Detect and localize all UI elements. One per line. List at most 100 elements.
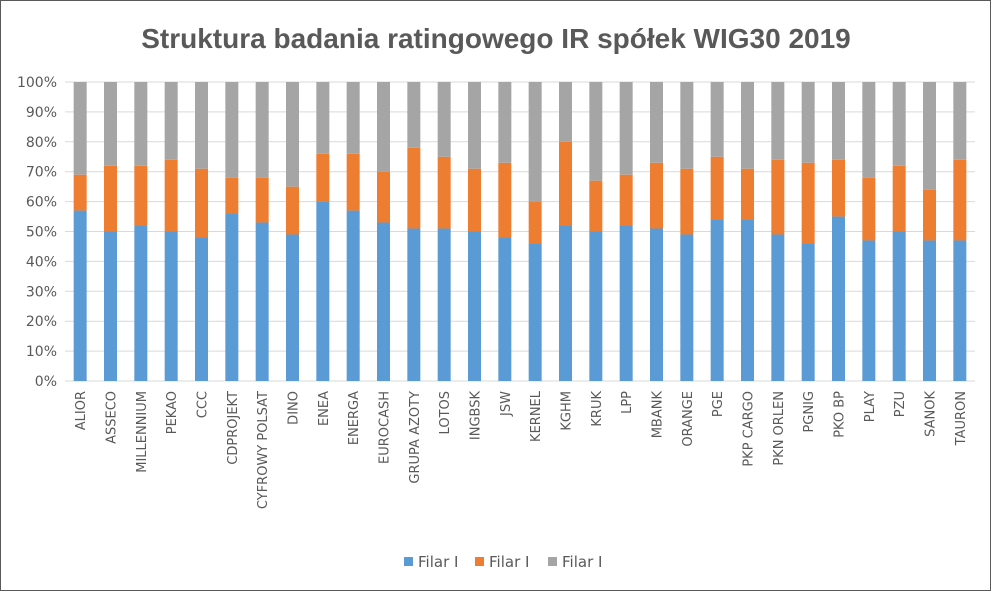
- x-tick-label: PKP CARGO: [742, 391, 757, 467]
- bar-segment: [286, 186, 299, 235]
- y-tick-label: 10%: [26, 344, 57, 360]
- bar-segment: [73, 174, 87, 211]
- bar-segment: [559, 225, 572, 381]
- bar-segment: [559, 141, 572, 226]
- bars: [73, 82, 967, 381]
- bar-segment: [195, 82, 208, 169]
- bar-segment: [801, 82, 815, 163]
- bar-segment: [316, 153, 330, 202]
- bar-segment: [801, 243, 815, 381]
- bar-segment: [862, 177, 876, 241]
- bar-segment: [741, 219, 754, 381]
- bar-segment: [377, 171, 390, 223]
- x-tick-label: SANOK: [924, 391, 939, 437]
- y-tick-label: 30%: [26, 284, 57, 300]
- bar-segment: [377, 222, 390, 381]
- bar-segment: [741, 82, 754, 169]
- bar-segment: [801, 162, 815, 244]
- y-tick-label: 90%: [26, 105, 57, 121]
- x-tick-label: MILLENNIUM: [135, 391, 150, 473]
- x-tick-label: GRUPA AZOTY: [408, 391, 423, 484]
- bar-segment: [680, 82, 694, 169]
- bar-segment: [286, 82, 299, 187]
- bar-segment: [650, 82, 663, 163]
- bar-segment: [923, 82, 936, 190]
- bar-segment: [134, 165, 148, 226]
- bar-segment: [255, 177, 269, 223]
- bar-segment: [437, 156, 451, 229]
- x-tick-label: ORANGE: [681, 391, 696, 447]
- bar-segment: [104, 231, 117, 381]
- bar-segment: [225, 82, 239, 178]
- x-axis-ticks: ALIOR ASSECO MILLENNIUM PEKAO CCC CDPROJEKT CY…: [74, 390, 969, 509]
- bar-segment: [832, 216, 845, 381]
- x-tick-label: MBANK: [651, 391, 666, 439]
- bar-segment: [164, 82, 178, 160]
- bar-segment: [923, 240, 936, 381]
- bar-segment: [437, 228, 451, 381]
- x-tick-label: PGNIG: [802, 391, 817, 433]
- x-tick-label: INGBSK: [469, 391, 484, 441]
- bar-segment: [710, 156, 724, 220]
- x-tick-label: CCC: [196, 391, 211, 418]
- x-tick-label: PKO BP: [833, 391, 848, 438]
- bar-segment: [498, 82, 512, 163]
- bar-segment: [498, 237, 512, 381]
- bar-segment: [771, 234, 785, 381]
- bar-segment: [892, 165, 906, 232]
- y-tick-label: 70%: [26, 165, 57, 181]
- bar-segment: [498, 162, 512, 238]
- bar-segment: [953, 82, 967, 160]
- y-tick-label: 80%: [26, 135, 57, 151]
- legend-label: Filar I: [489, 553, 529, 571]
- bar-segment: [892, 82, 906, 166]
- x-tick-label: ALIOR: [74, 391, 89, 430]
- bar-segment: [953, 240, 967, 381]
- bar-segment: [589, 82, 603, 181]
- bar-segment: [528, 201, 542, 244]
- bar-segment: [73, 210, 87, 381]
- bar-segment: [710, 219, 724, 381]
- bar-segment: [407, 228, 421, 381]
- bar-segment: [589, 180, 603, 232]
- x-tick-label: ENEA: [317, 391, 332, 426]
- bar-segment: [316, 82, 330, 154]
- bar-segment: [377, 82, 390, 172]
- bar-segment: [225, 177, 239, 214]
- y-tick-label: 0%: [35, 374, 57, 390]
- bar-segment: [104, 165, 117, 232]
- bar-segment: [346, 210, 360, 381]
- bar-segment: [134, 225, 148, 381]
- y-tick-label: 50%: [26, 225, 57, 241]
- bar-segment: [195, 237, 208, 381]
- bar-segment: [862, 240, 876, 381]
- bar-segment: [528, 243, 542, 381]
- bar-segment: [255, 82, 269, 178]
- x-tick-label: CYFROWY POLSAT: [256, 391, 271, 509]
- bar-segment: [528, 82, 542, 202]
- bar-segment: [892, 231, 906, 381]
- x-tick-label: LOTOS: [438, 391, 453, 434]
- y-tick-label: 40%: [26, 254, 57, 270]
- bar-segment: [164, 231, 178, 381]
- legend-swatch: [404, 557, 413, 566]
- x-tick-label: PKN ORLEN: [772, 391, 787, 466]
- bar-segment: [559, 82, 572, 142]
- bar-segment: [771, 159, 785, 235]
- x-tick-label: ASSECO: [105, 391, 120, 444]
- x-tick-label: JSW: [499, 391, 514, 417]
- legend-label: Filar I: [418, 553, 458, 571]
- x-tick-label: KRUK: [590, 391, 605, 427]
- y-tick-label: 100%: [17, 75, 57, 91]
- bar-segment: [619, 82, 633, 175]
- y-tick-label: 60%: [26, 195, 57, 211]
- bar-segment: [832, 82, 845, 160]
- bar-segment: [741, 168, 754, 220]
- x-tick-label: PEKAO: [165, 391, 180, 434]
- bar-segment: [134, 82, 148, 166]
- bar-segment: [346, 153, 360, 211]
- bar-segment: [589, 231, 603, 381]
- bar-segment: [468, 168, 481, 232]
